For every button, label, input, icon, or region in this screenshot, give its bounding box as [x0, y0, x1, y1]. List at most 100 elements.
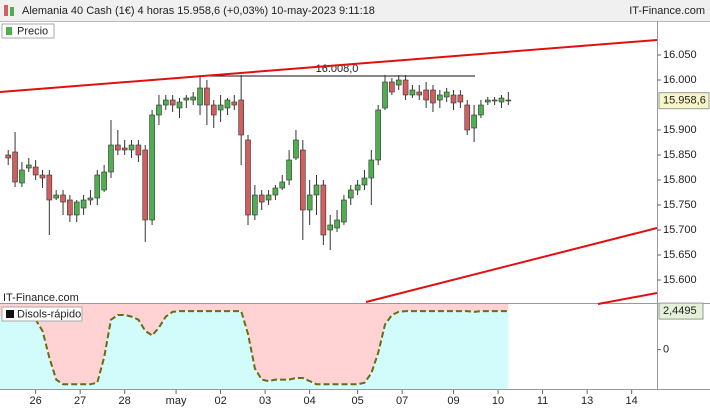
candle-body — [94, 174, 101, 199]
oscillator-panel: 0 2,4495 — [0, 302, 704, 389]
legend-swatch — [6, 27, 12, 35]
candle-body — [108, 144, 114, 173]
price-panel: 16.050 16.000 15.900 15.850 15.800 15.750 15.7… — [5, 49, 710, 407]
candle-body — [128, 144, 135, 151]
candle-body — [12, 151, 18, 183]
candle-body — [183, 97, 190, 101]
last-price-label: 15.958,6 — [663, 95, 706, 107]
candle-body — [156, 104, 162, 116]
oscillator-line — [8, 310, 509, 386]
legend-label: Disols-rápido — [17, 308, 81, 320]
y-tick-label: 15.600 — [663, 274, 697, 286]
candle-body — [437, 94, 443, 101]
x-tick-label: may — [166, 395, 187, 407]
candle-body — [464, 104, 471, 131]
x-tick-label: 13 — [581, 395, 593, 407]
candle-body — [306, 194, 313, 211]
candle-body — [265, 194, 272, 201]
legend-swatch — [6, 310, 14, 318]
candle-body — [5, 154, 12, 159]
header-icon — [4, 5, 8, 16]
area-below — [0, 311, 509, 389]
candle-body — [505, 99, 512, 102]
candle-body — [320, 184, 327, 236]
candle-body — [87, 197, 94, 201]
candle-body — [80, 199, 87, 209]
candle-body — [341, 199, 347, 223]
candle-body — [204, 87, 210, 106]
candle-body — [67, 199, 73, 216]
trendline — [365, 227, 658, 303]
candle-body — [484, 99, 491, 103]
candle-body — [327, 224, 334, 231]
candle-body — [53, 194, 59, 199]
legend-box — [1, 23, 55, 39]
candle-body — [382, 81, 388, 109]
header-bar — [0, 0, 710, 21]
candle-body — [334, 219, 340, 229]
last-price-box — [658, 92, 710, 110]
candle-body — [272, 187, 279, 196]
x-tick-label: 11 — [537, 395, 548, 407]
candle-body — [60, 194, 66, 203]
candle-body — [19, 169, 25, 184]
candle-body — [210, 104, 217, 116]
candle-body — [457, 94, 464, 103]
candle-body — [252, 194, 258, 216]
x-tick-label: 26 — [29, 395, 41, 407]
candle-body — [238, 99, 244, 136]
x-tick-label: 09 — [447, 395, 459, 407]
candle-body — [176, 101, 183, 109]
candle-body — [300, 149, 306, 211]
candle-body — [142, 149, 149, 221]
y-tick-label: 15.750 — [663, 199, 697, 211]
candle-body — [471, 114, 477, 129]
candle-body — [402, 79, 409, 96]
x-tick-label: 28 — [119, 395, 131, 407]
candle-body — [409, 89, 416, 96]
chart-title: Alemania 40 Cash (1€) 4 horas 15.958,6 (… — [22, 5, 375, 17]
candle-body — [197, 87, 203, 106]
candle-body — [416, 91, 423, 96]
candle-body — [361, 177, 368, 186]
area-above — [0, 304, 509, 385]
candle-body — [498, 97, 505, 103]
x-tick-label: 05 — [351, 395, 363, 407]
watermark: IT-Finance.com — [3, 292, 79, 304]
x-tick-label: 03 — [259, 395, 271, 407]
candle-body — [217, 104, 224, 111]
legend-label: Precio — [17, 25, 48, 37]
last-value-label: 2,4495 — [663, 305, 697, 317]
candle-body — [258, 194, 265, 203]
candle-body — [395, 79, 402, 86]
candle-body — [450, 94, 457, 104]
candle-body — [169, 99, 176, 106]
y-tick-label: 16.050 — [663, 49, 697, 61]
candle-body — [368, 159, 375, 179]
last-value-box — [658, 302, 704, 320]
candle-body — [39, 174, 46, 179]
candle-body — [423, 89, 429, 101]
candle-body — [478, 104, 484, 116]
y-tick-label: 15.900 — [663, 124, 697, 136]
candle-body — [32, 166, 39, 176]
candle-body — [293, 139, 299, 159]
y-tick-label: 15.800 — [663, 174, 697, 186]
candle-body — [231, 101, 238, 106]
candle-body — [115, 144, 121, 151]
x-tick-label: 04 — [304, 395, 316, 407]
candle-body — [279, 181, 286, 189]
candle-body — [162, 99, 169, 106]
y-tick-label: 15.650 — [663, 249, 697, 261]
candle-body — [224, 99, 231, 109]
candle-body — [375, 109, 381, 161]
candle-body — [245, 139, 251, 216]
header-icon — [10, 7, 14, 16]
x-tick-label: 10 — [492, 395, 504, 407]
x-tick-label: 27 — [74, 395, 86, 407]
y-tick-label: 16.000 — [663, 74, 697, 86]
candle-body — [101, 171, 107, 191]
y-tick-label: 15.700 — [663, 224, 697, 236]
candle-body — [190, 96, 196, 101]
candle-body — [286, 159, 292, 181]
